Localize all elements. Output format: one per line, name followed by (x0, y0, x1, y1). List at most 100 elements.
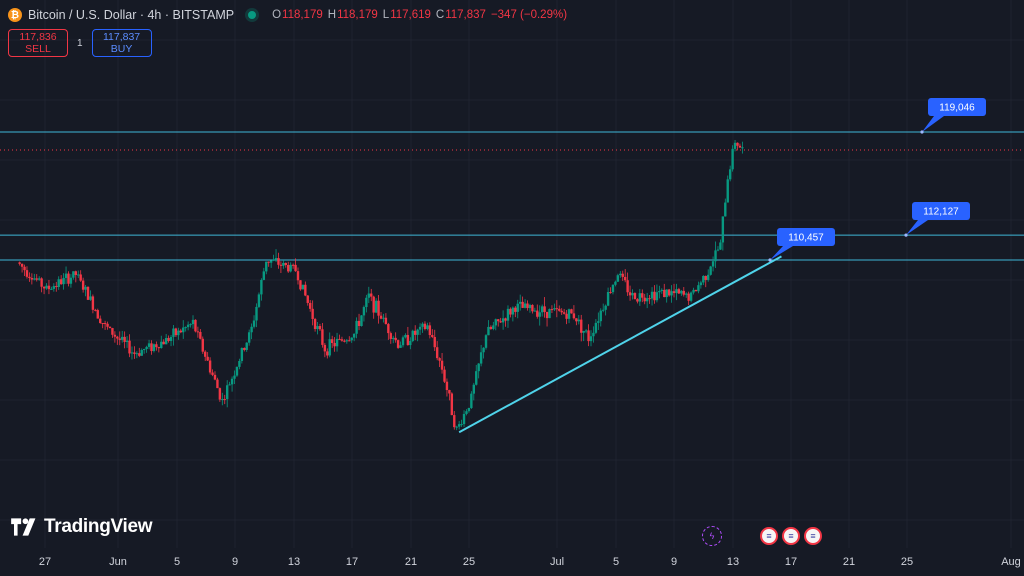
candle-body (133, 352, 136, 354)
candle-body (20, 263, 24, 267)
candle-body (462, 413, 466, 425)
candle-body (589, 336, 593, 342)
candle-body (416, 329, 419, 335)
candle-body (362, 307, 366, 316)
candle-body (619, 273, 622, 276)
candle-body (121, 336, 124, 340)
candle-body (406, 334, 410, 346)
candle-body (184, 327, 187, 329)
candle-body (177, 330, 180, 336)
candle-body (296, 271, 300, 281)
candle-body (621, 273, 624, 277)
candle-body (587, 330, 590, 342)
candle-body (409, 340, 412, 346)
candle-body (62, 277, 65, 285)
candle-body (553, 308, 556, 310)
time-axis[interactable]: 27 Jun 5 9 13 17 21 25 Jul 5 9 13 17 21 25 Aug (0, 548, 1024, 576)
us-flag-event-icon[interactable]: ≡ (804, 527, 822, 545)
tradingview-logo[interactable]: TradingView (10, 516, 153, 538)
candle-body (704, 275, 707, 280)
candle-body (633, 293, 637, 300)
time-axis-label: 5 (173, 556, 181, 568)
candle-body (501, 318, 505, 323)
candle-body (453, 415, 456, 428)
candle-body (84, 286, 87, 290)
tradingview-wordmark: TradingView (44, 516, 153, 537)
candle-body (448, 390, 451, 394)
time-axis-label: Jul (549, 556, 565, 568)
candle-body (272, 259, 275, 261)
candle-body (392, 337, 395, 339)
candle-body (301, 284, 305, 290)
candle-body (636, 299, 639, 302)
candle-body (506, 308, 510, 321)
candle-body (460, 424, 463, 426)
candle-body (672, 291, 676, 294)
candle-body (399, 345, 402, 348)
candle-body (374, 300, 378, 313)
candle-body (162, 341, 165, 345)
candle-body (638, 293, 642, 302)
candle-body (440, 360, 444, 370)
us-flag-event-icon[interactable]: ≡ (782, 527, 800, 545)
candle-body (670, 291, 673, 296)
candle-body (86, 286, 90, 300)
symbol-title[interactable]: Bitcoin / U.S. Dollar · 4h · BITSTAMP (28, 8, 235, 22)
candle-body (304, 284, 307, 296)
symbol-header: ₿ Bitcoin / U.S. Dollar · 4h · BITSTAMP … (8, 5, 567, 25)
candle-body (382, 317, 385, 319)
candle-body (614, 281, 617, 285)
candle-body (287, 265, 290, 272)
candle-body (274, 258, 278, 260)
candle-body (260, 279, 263, 295)
candle-body (328, 339, 331, 356)
candle-body (125, 340, 129, 342)
candle-body (421, 323, 424, 327)
candle-body (252, 320, 256, 327)
candle-body (206, 356, 209, 361)
candle-body (626, 280, 629, 293)
candle-body (357, 320, 361, 326)
candle-body (628, 292, 632, 296)
candle-body (660, 289, 664, 291)
candle-body (335, 338, 339, 347)
candle-body (72, 271, 75, 278)
candle-body (716, 249, 720, 251)
candle-body (64, 273, 68, 278)
flash-event-icon[interactable]: ϟ (702, 526, 722, 546)
candle-body (384, 317, 388, 325)
candle-body (313, 318, 317, 330)
sell-button[interactable]: 117,836 SELL (8, 29, 68, 57)
candle-body (199, 331, 202, 339)
candle-body (426, 325, 429, 329)
candle-body (528, 304, 532, 309)
candle-body (94, 309, 97, 311)
support-resistance-lines (0, 131, 1024, 261)
candle-body (318, 326, 322, 330)
candle-body (682, 290, 685, 295)
candle-body (514, 307, 517, 312)
candle-body (367, 293, 371, 298)
candle-body (565, 313, 568, 319)
buy-button[interactable]: 117,837 BUY (91, 29, 152, 57)
candle-body (482, 347, 485, 353)
callout-label: 119,046 (939, 103, 975, 114)
candle-body (52, 286, 56, 289)
candle-body (228, 384, 231, 386)
candle-body (45, 285, 48, 289)
candle-body (733, 142, 737, 149)
candle-body (423, 323, 427, 329)
candle-body (182, 327, 185, 333)
candle-body (255, 306, 258, 321)
candle-body (418, 326, 422, 330)
candle-body (225, 385, 229, 400)
us-flag-event-icon[interactable]: ≡ (760, 527, 778, 545)
candle-body (262, 271, 266, 280)
candle-body (169, 336, 173, 341)
candle-body (711, 261, 715, 267)
trade-panel: 117,836 SELL 1 117,837 BUY (8, 29, 152, 57)
candle-body (269, 260, 273, 263)
candle-body (152, 344, 156, 352)
candle-body (694, 289, 698, 292)
